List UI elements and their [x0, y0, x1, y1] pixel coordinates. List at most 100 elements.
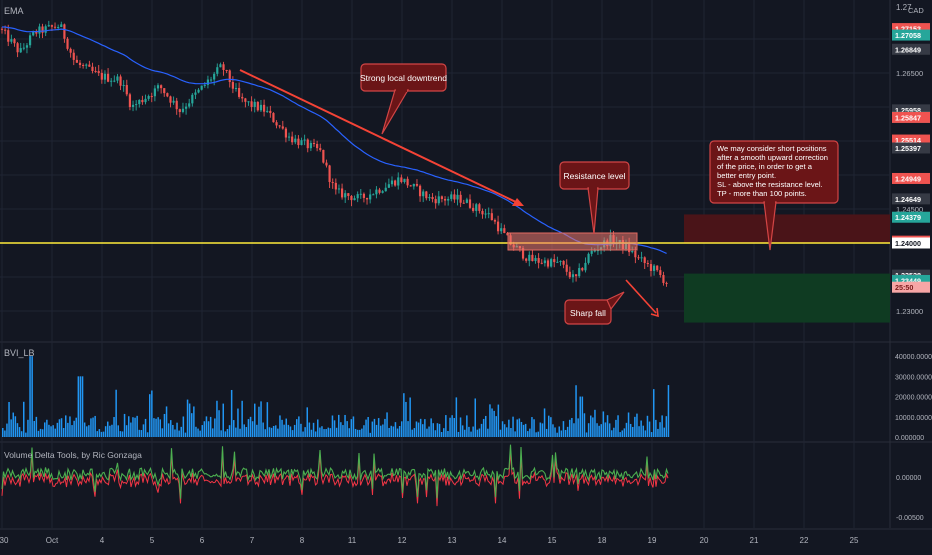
bvi-bar	[443, 428, 445, 437]
bvi-bar	[398, 426, 401, 437]
candle-body	[328, 165, 331, 183]
sharp-fall-pointer	[606, 291, 625, 311]
candle-body	[422, 191, 425, 197]
bvi-bar	[157, 417, 159, 437]
candle-body	[584, 262, 587, 271]
bvi-bar	[447, 430, 449, 437]
bvi-bar	[503, 424, 506, 437]
trade-idea-line-5: SL - above the resistance level.	[717, 180, 823, 189]
time-label: 21	[750, 536, 759, 545]
candle-body	[537, 257, 540, 263]
bvi-bar	[493, 410, 495, 437]
bvi-bar	[134, 417, 136, 437]
bvi-bar	[323, 429, 325, 437]
bvi-bar	[367, 417, 369, 437]
price-label-bg	[892, 142, 930, 154]
candle-body	[169, 96, 172, 103]
candle-body	[160, 85, 163, 89]
bvi-bar	[455, 397, 458, 437]
price-label: 1.24649	[895, 195, 921, 204]
candle-body	[571, 274, 575, 278]
price-label: 1.27153	[895, 25, 921, 34]
candle-body	[88, 64, 91, 67]
downtrend-callout: Strong local downtrend	[360, 63, 447, 135]
bvi-bar	[380, 425, 382, 437]
bvi-bar	[73, 420, 75, 437]
bvi-bar	[254, 403, 256, 437]
bvi-bar	[472, 426, 474, 437]
bvi-bar	[283, 424, 285, 437]
candle-body	[4, 29, 7, 31]
bvi-bar	[125, 425, 128, 437]
candle-body	[166, 93, 169, 97]
price-label: 1.27058	[895, 31, 921, 40]
bvi-bar	[604, 422, 607, 437]
bvi-bar	[417, 422, 420, 437]
bvi-bar	[333, 420, 336, 437]
price-label-bg	[892, 111, 930, 123]
candles	[0, 20, 668, 287]
candle-body	[646, 263, 649, 265]
bvi-bar	[365, 419, 367, 437]
bvi-bar	[174, 429, 176, 437]
bvi-bar	[319, 427, 321, 437]
candle-body	[378, 189, 381, 193]
bvi-bar	[506, 427, 508, 437]
currency-label: CAD	[908, 6, 924, 15]
candle-body	[596, 250, 600, 252]
bvi-bar	[636, 413, 638, 437]
candle-body	[500, 228, 503, 232]
bvi-bar	[485, 415, 487, 437]
candle-body	[206, 79, 210, 85]
candle-body	[103, 73, 107, 80]
bvi-bar	[430, 418, 432, 437]
bvi-bar	[405, 401, 407, 437]
candle-body	[478, 204, 481, 211]
price-label: 1.25958	[895, 106, 921, 115]
bvi-bar	[329, 428, 332, 437]
bvi-bar	[356, 429, 359, 437]
bvi-bar	[350, 419, 353, 437]
bvi-bar	[226, 428, 229, 437]
bvi-bar	[590, 415, 592, 437]
time-label: 12	[398, 536, 407, 545]
bvi-bar	[285, 418, 287, 437]
bvi-tick: 0.000000	[895, 435, 924, 442]
bvi-bar	[445, 415, 447, 437]
bvi-bar	[300, 423, 302, 437]
bvi-bar	[205, 416, 208, 437]
bvi-bar	[325, 429, 327, 437]
bvi-bar	[419, 418, 422, 437]
bvi-bar	[508, 419, 510, 437]
price-label: 1.24000	[895, 239, 921, 248]
bvi-bar	[272, 425, 275, 437]
candle-body	[85, 64, 88, 66]
bvi-bar	[650, 432, 653, 437]
candle-body	[78, 62, 82, 66]
candle-body	[156, 85, 160, 89]
bvi-bar	[468, 426, 470, 437]
time-label: 8	[300, 536, 305, 545]
bvi-bar	[317, 419, 319, 437]
candle-body	[50, 25, 54, 27]
bvi-bar	[422, 424, 424, 437]
trade-idea-line-3: of the price, in order to get a	[717, 162, 813, 171]
bvi-bar	[102, 431, 105, 437]
candle-body	[409, 185, 412, 187]
candle-body	[38, 26, 41, 34]
bvi-bar	[342, 425, 344, 437]
candle-body	[147, 96, 150, 99]
bvi-bar	[4, 430, 6, 437]
candle-body	[593, 250, 596, 252]
candle-body	[110, 80, 113, 82]
bvi-bar	[346, 421, 348, 437]
bvi-bar	[107, 421, 109, 437]
bvi-bar	[550, 417, 552, 437]
candle-body	[300, 140, 303, 146]
bvi-bar	[264, 429, 266, 437]
time-label: 13	[448, 536, 457, 545]
bvi-bar	[277, 428, 279, 437]
bvi-bar	[275, 425, 277, 437]
bvi-bar	[247, 419, 250, 437]
